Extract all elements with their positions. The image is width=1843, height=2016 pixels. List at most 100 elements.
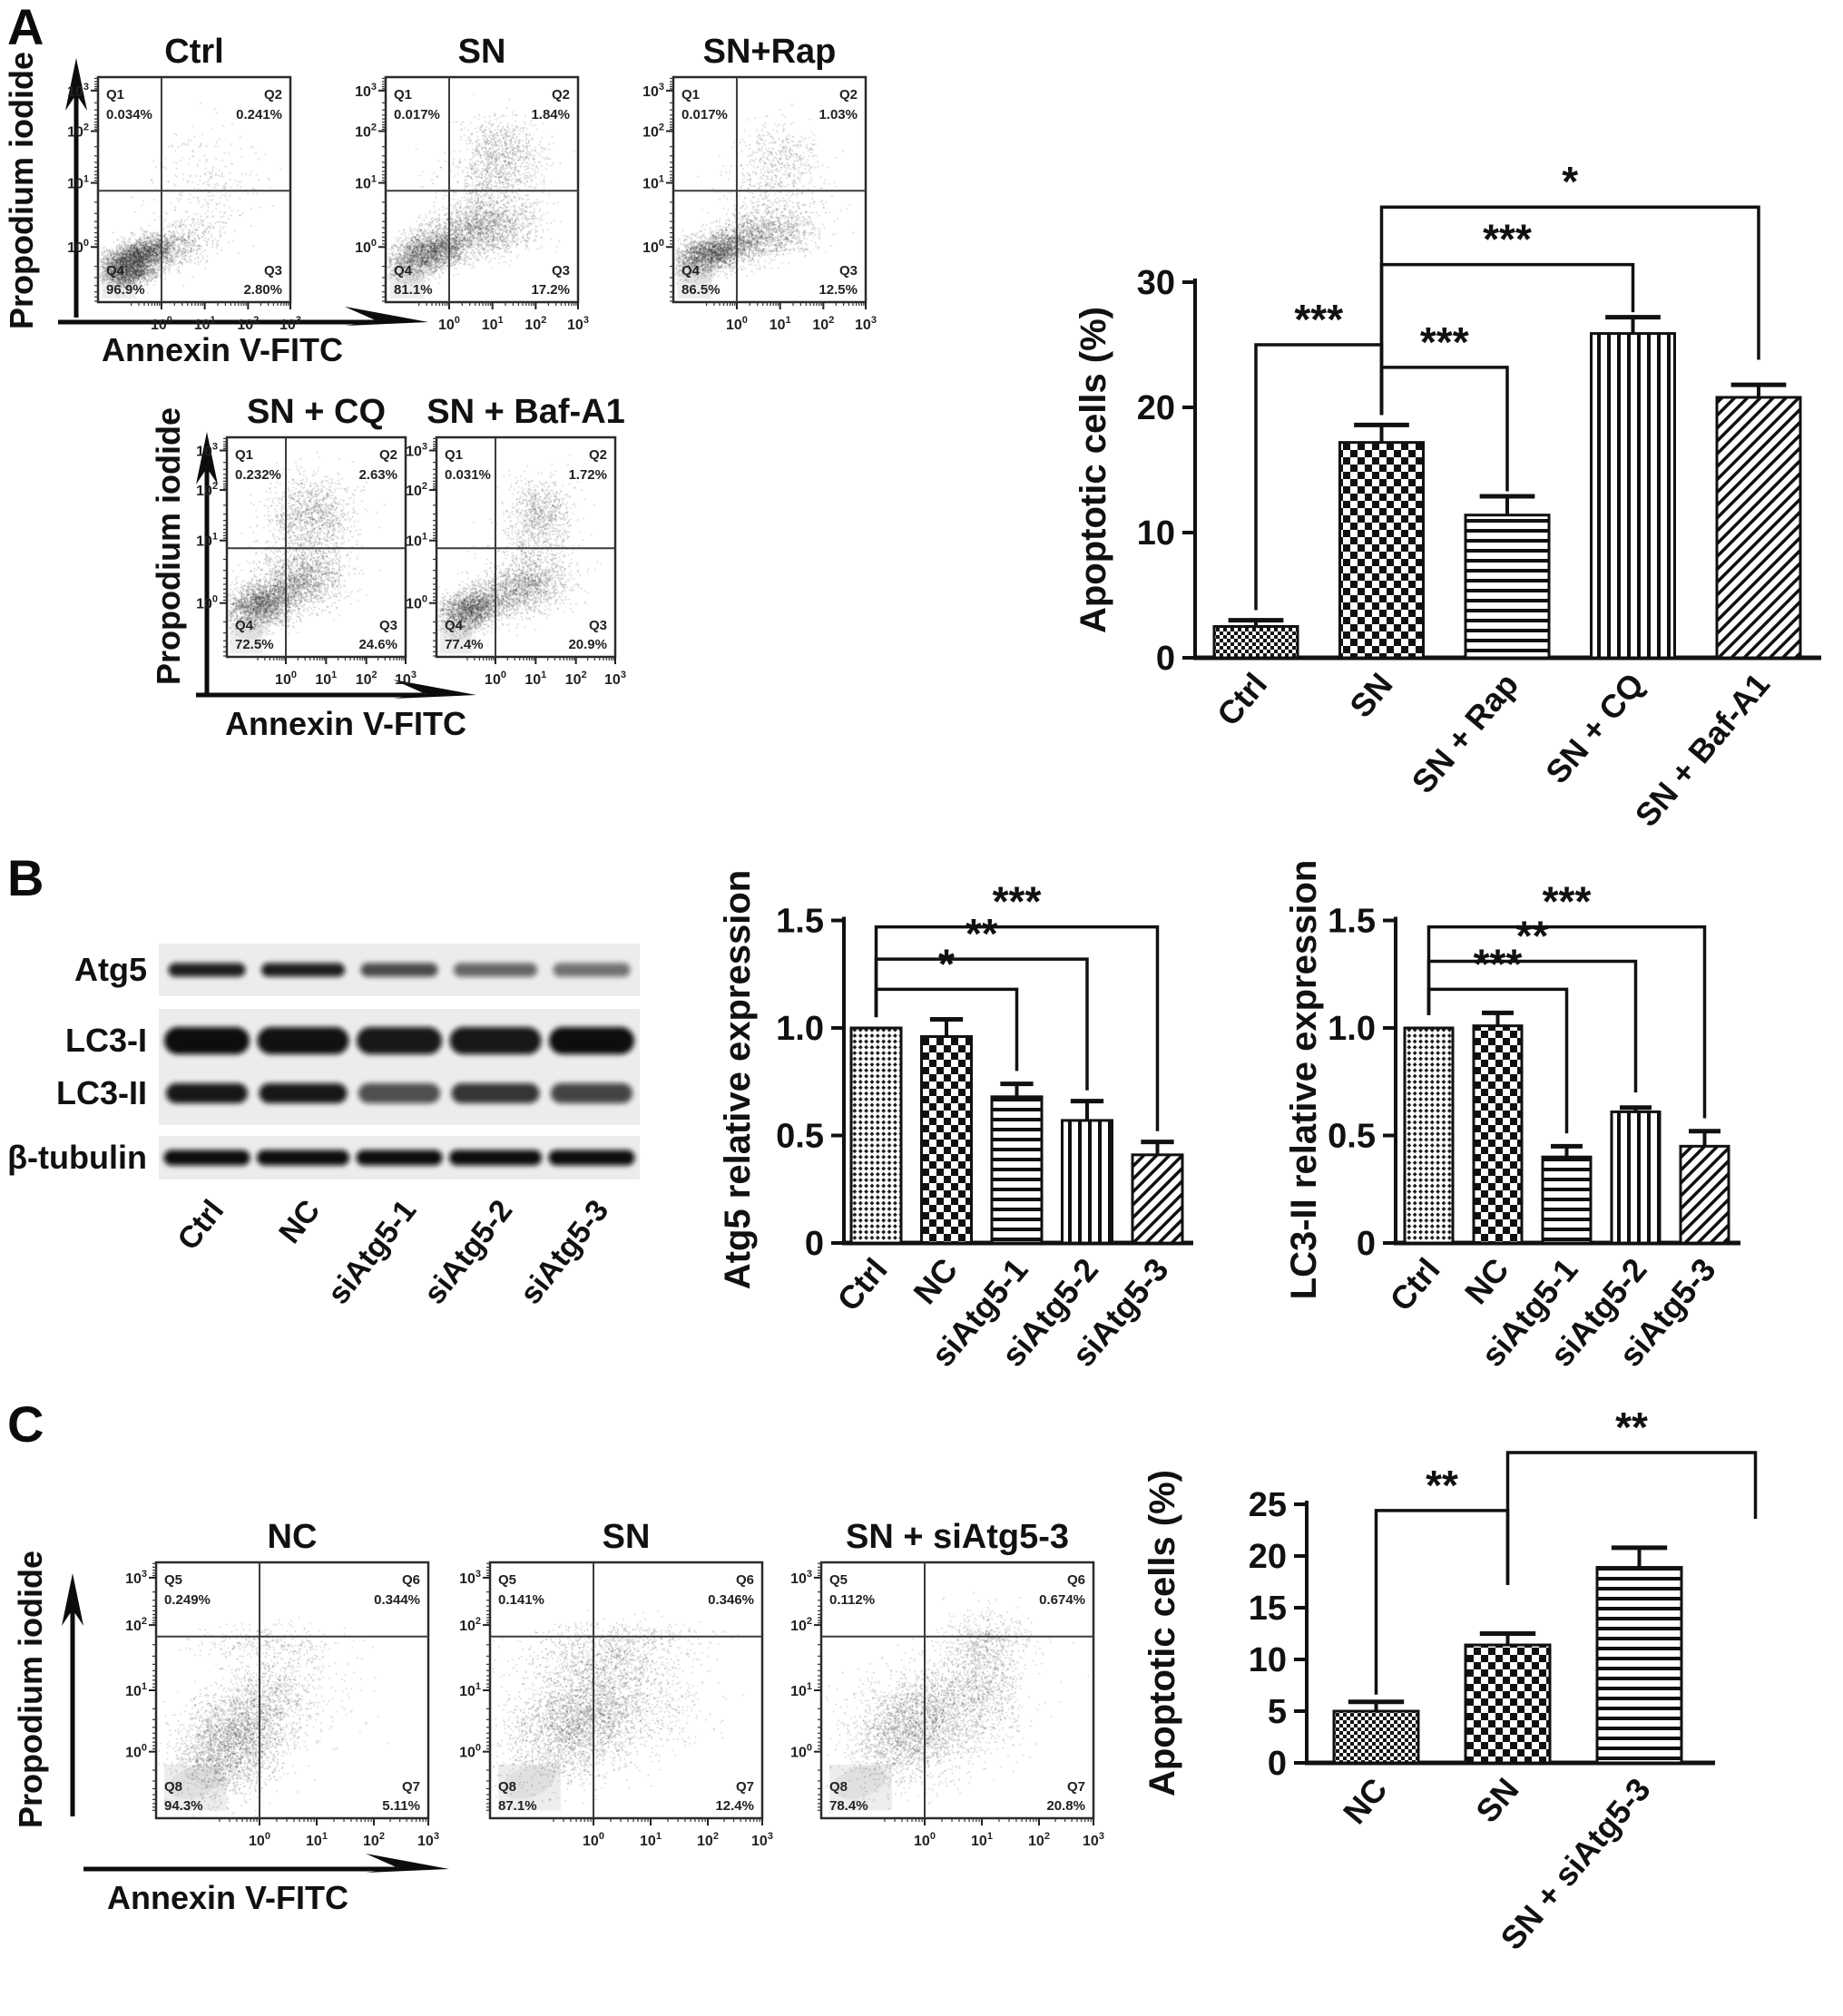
flow-plot-title: SN + siAtg5-3 (846, 1518, 1069, 1556)
x-tick-label: 100 (485, 670, 506, 688)
category-label: SN + Rap (1404, 666, 1525, 800)
quad-br-name: Q3 (552, 263, 570, 279)
blot-band-b_tubulin-lane2 (257, 1150, 349, 1166)
y-axis-arrowhead-icon (65, 58, 87, 111)
quad-tr-pct: 0.346% (708, 1592, 754, 1608)
blot-band-atg5-lane1 (168, 963, 246, 977)
x-tick-label: 103 (1083, 1831, 1104, 1849)
panel-a-label: A (7, 0, 44, 55)
y-tick-label: 100 (196, 594, 218, 612)
quad-tr-name: Q2 (264, 87, 282, 103)
quad-tl-name: Q1 (106, 87, 124, 103)
quad-br-pct: 5.11% (382, 1798, 420, 1814)
quad-tl-name: Q1 (235, 447, 253, 463)
quad-bl-pct: 86.5% (681, 282, 721, 298)
x-axis-arrowhead-icon (366, 1854, 449, 1873)
blot-row-label: Atg5 (74, 951, 147, 988)
quad-tr-name: Q2 (379, 447, 397, 463)
bar-SN-Baf-A1 (1715, 396, 1802, 660)
y-tick-label: 101 (67, 174, 89, 192)
category-label: Ctrl (1210, 666, 1274, 733)
flow-plot-title: SN (603, 1518, 651, 1556)
plot-frame (225, 435, 407, 659)
bar-SN-siAtg5-3 (1595, 1566, 1683, 1765)
quad-tr-pct: 1.84% (531, 107, 570, 122)
y-tick-label: 0 (1156, 640, 1175, 678)
blot-band-atg5-lane3 (360, 963, 438, 977)
quad-bl-name: Q4 (445, 618, 464, 633)
y-tick-label: 0.5 (776, 1118, 824, 1156)
quad-bl-pct: 81.1% (394, 282, 433, 298)
blot-band-atg5-lane2 (261, 963, 345, 977)
bar-siAtg5-2 (1610, 1110, 1662, 1245)
y-tick-label: 1.5 (1328, 903, 1376, 941)
chart-y-axis-label: LC3-II relative expression (1284, 860, 1324, 1300)
significance-bracket (874, 925, 1160, 1131)
blot-band-lc3_i-lane3 (357, 1027, 442, 1054)
flow-plot-SN-Rap: SN+Rap 100 101 102 103 103 102 101 100 Q1 0.017% Q2… (642, 33, 877, 333)
y-tick-label: 103 (196, 442, 218, 460)
x-tick-label: 101 (194, 315, 216, 333)
quad-tr-name: Q6 (1067, 1572, 1085, 1588)
quad-tl-pct: 0.017% (394, 107, 440, 122)
significance-bracket (1426, 959, 1638, 1093)
y-tick-label: 25 (1249, 1486, 1287, 1524)
quad-tl-pct: 0.232% (235, 467, 281, 483)
bar-SN (1338, 441, 1425, 660)
x-tick-label: 102 (524, 315, 546, 333)
quad-tl-name: Q5 (164, 1572, 182, 1588)
flow-plot-title: NC (268, 1518, 318, 1556)
x-tick-label: 100 (438, 315, 460, 333)
quad-tr-pct: 0.674% (1039, 1592, 1085, 1608)
quad-br-pct: 12.5% (819, 282, 858, 298)
y-tick-label: 0 (805, 1225, 824, 1263)
y-tick-label: 100 (642, 238, 664, 256)
significance-bracket (874, 957, 1089, 1091)
quad-bl-name: Q4 (681, 263, 701, 279)
flow-plot-NC: NC 100 101 102 103 103 102 101 100 Q5 0.249% Q6 0.34… (125, 1518, 439, 1849)
bar-siAtg5-1 (1541, 1155, 1593, 1245)
category-label: NC (906, 1251, 965, 1311)
blot-band-lc3_ii-lane2 (259, 1083, 348, 1103)
x-tick-label: 100 (151, 315, 172, 333)
flow-group-axes: Propodium iodide Annexin V-FITC (12, 1551, 449, 1916)
y-tick-label: 101 (196, 532, 218, 550)
quad-bl-name: Q8 (498, 1779, 516, 1795)
quad-bl-pct: 77.4% (445, 637, 484, 652)
quad-bl-name: Q4 (235, 618, 254, 633)
y-tick-label: 20 (1249, 1538, 1287, 1576)
y-tick-label: 100 (790, 1743, 812, 1761)
x-axis-arrowhead-icon (345, 307, 428, 326)
bar-siAtg5-1 (990, 1095, 1044, 1245)
bar-siAtg5-3 (1131, 1153, 1184, 1245)
blot-band-b_tubulin-lane3 (356, 1150, 443, 1166)
quad-tl-pct: 0.017% (681, 107, 728, 122)
quad-br-name: Q7 (1067, 1779, 1085, 1795)
quad-tl-pct: 0.031% (445, 467, 491, 483)
y-tick-label: 102 (355, 122, 377, 141)
quad-tl-name: Q5 (498, 1572, 516, 1588)
y-tick-label: 101 (406, 532, 427, 550)
x-tick-label: 100 (275, 670, 297, 688)
x-tick-label: 100 (583, 1831, 604, 1849)
quad-tr-pct: 1.03% (819, 107, 858, 122)
y-tick-label: 103 (642, 82, 664, 100)
bar-siAtg5-2 (1061, 1119, 1113, 1245)
blot-row-label: β-tubulin (7, 1139, 147, 1176)
y-tick-label: 101 (459, 1681, 481, 1699)
blot-band-lc3_i-lane5 (549, 1027, 634, 1054)
blot-band-lc3_ii-lane1 (166, 1083, 248, 1103)
category-label: SN (1468, 1771, 1526, 1830)
x-tick-label: 101 (482, 315, 504, 333)
y-tick-label: 102 (642, 122, 664, 141)
quad-bl-pct: 78.4% (829, 1798, 868, 1814)
x-tick-label: 102 (356, 670, 377, 688)
significance-label: *** (1474, 940, 1523, 987)
bar-Ctrl (1403, 1026, 1455, 1245)
x-tick-label: 102 (1028, 1831, 1050, 1849)
x-tick-label: 103 (279, 315, 301, 333)
quad-tr-name: Q6 (402, 1572, 420, 1588)
y-tick-label: 102 (67, 122, 89, 141)
quad-br-pct: 20.9% (568, 637, 607, 652)
